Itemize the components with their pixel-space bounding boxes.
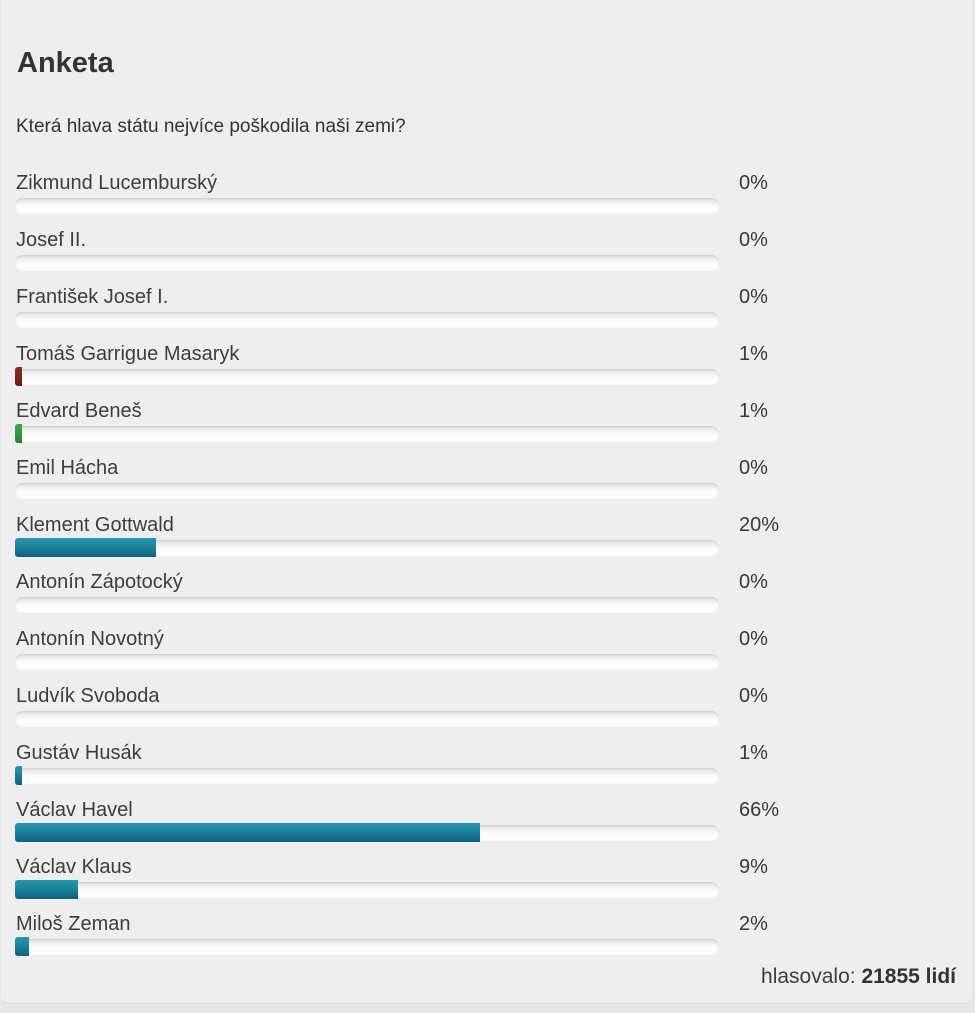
option-bar-track <box>15 823 719 842</box>
option-bar-track <box>15 880 719 899</box>
poll-question: Která hlava státu nejvíce poškodila naši… <box>16 116 406 137</box>
option-bar-fill <box>15 367 23 386</box>
option-bar-track <box>15 597 719 612</box>
option-bar-fill <box>15 538 156 557</box>
poll-option-row: Antonín Zápotocký 0% <box>15 569 961 626</box>
option-percent: 1% <box>739 742 768 764</box>
option-bar-track <box>15 937 719 956</box>
option-label: Václav Klaus <box>16 856 132 878</box>
poll-results-list: Zikmund Lucemburský 0% Josef II. 0% Fran… <box>15 170 961 968</box>
option-label: Klement Gottwald <box>16 514 174 536</box>
poll-option-row: Antonín Novotný 0% <box>15 626 961 683</box>
option-bar-fill <box>15 937 30 956</box>
poll-option-row: Edvard Beneš 1% <box>15 398 961 455</box>
poll-option-row: Zikmund Lucemburský 0% <box>15 170 961 227</box>
option-label: Emil Hácha <box>16 457 119 479</box>
poll-option-row: Emil Hácha 0% <box>15 455 961 512</box>
option-label: Václav Havel <box>16 799 133 821</box>
option-label: Tomáš Garrigue Masaryk <box>16 343 240 365</box>
option-bar-fill <box>15 880 79 899</box>
poll-option-row: Josef II. 0% <box>15 227 961 284</box>
poll-option-row: Ludvík Svoboda 0% <box>15 683 961 740</box>
option-label: Antonín Novotný <box>16 628 164 650</box>
option-percent: 20% <box>739 514 780 536</box>
option-bar-track <box>15 424 719 443</box>
option-percent: 0% <box>739 229 768 251</box>
option-percent: 1% <box>739 343 768 365</box>
option-bar-fill <box>15 766 23 785</box>
option-percent: 0% <box>739 628 768 650</box>
poll-footer: hlasovalo: 21855 lidí <box>761 965 956 989</box>
option-bar-track <box>15 367 719 386</box>
option-percent: 9% <box>739 856 768 878</box>
footer-votes: 21855 lidí <box>861 965 956 988</box>
option-label: Gustáv Husák <box>16 742 142 764</box>
footer-label: hlasovalo: <box>761 965 856 988</box>
option-bar-track <box>15 654 719 669</box>
option-label: Miloš Zeman <box>16 913 131 935</box>
option-label: Josef II. <box>16 229 87 251</box>
option-bar-track <box>15 766 719 785</box>
poll-option-row: František Josef I. 0% <box>15 284 961 341</box>
poll-option-row: Václav Havel 66% <box>15 797 961 854</box>
option-label: Antonín Zápotocký <box>16 571 183 593</box>
option-label: Zikmund Lucemburský <box>16 172 218 194</box>
option-label: Ludvík Svoboda <box>16 685 160 707</box>
option-bar-track <box>15 483 719 498</box>
option-percent: 0% <box>739 286 768 308</box>
option-bar-track <box>15 312 719 327</box>
option-bar-track <box>15 711 719 726</box>
option-percent: 2% <box>739 913 768 935</box>
option-percent: 0% <box>739 172 768 194</box>
option-bar-track <box>15 255 719 270</box>
poll-option-row: Václav Klaus 9% <box>15 854 961 911</box>
option-label: František Josef I. <box>16 286 169 308</box>
poll-option-row: Klement Gottwald 20% <box>15 512 961 569</box>
option-bar-track <box>15 538 719 557</box>
option-percent: 0% <box>739 571 768 593</box>
option-percent: 0% <box>739 457 768 479</box>
poll-option-row: Miloš Zeman 2% <box>15 911 961 968</box>
poll-option-row: Gustáv Husák 1% <box>15 740 961 797</box>
option-percent: 0% <box>739 685 768 707</box>
option-percent: 66% <box>739 799 780 821</box>
poll-option-row: Tomáš Garrigue Masaryk 1% <box>15 341 961 398</box>
option-bar-fill <box>15 823 480 842</box>
option-label: Edvard Beneš <box>16 400 142 422</box>
option-percent: 1% <box>739 400 768 422</box>
poll-title: Anketa <box>17 47 114 79</box>
option-bar-fill <box>15 424 23 443</box>
option-bar-track <box>15 198 719 213</box>
